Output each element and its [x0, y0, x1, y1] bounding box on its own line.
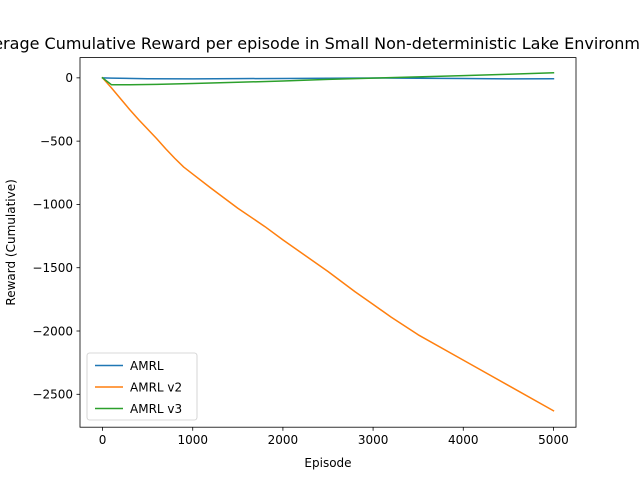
series-line-1	[101, 77, 555, 80]
y-axis-label: Reward (Cumulative)	[4, 179, 18, 305]
x-tick-label: 1000	[177, 433, 208, 447]
y-tick-label: −1000	[32, 198, 73, 212]
x-axis-label: Episode	[304, 456, 351, 470]
x-tick-label: 2000	[268, 433, 299, 447]
y-tick-label: −2500	[32, 388, 73, 402]
series-line-3	[101, 72, 555, 86]
legend-label-1: AMRL	[130, 359, 164, 373]
x-axis: 0 1000 2000 3000 4000 5000	[99, 427, 569, 447]
plot-frame	[79, 57, 577, 428]
x-tick-label: 0	[99, 433, 107, 447]
y-tick-label: −1500	[32, 261, 73, 275]
series-line-2	[101, 76, 555, 412]
series-layer	[101, 72, 555, 412]
x-tick-label: 5000	[538, 433, 569, 447]
legend-box	[86, 352, 198, 421]
legend-label-3: AMRL v3	[130, 402, 182, 416]
y-axis: 0 −500 −1000 −1500 −2000 −2500	[32, 71, 80, 402]
y-tick-label: 0	[65, 71, 73, 85]
legend: AMRL AMRL v2 AMRL v3	[86, 352, 198, 421]
y-tick-label: −500	[40, 134, 73, 148]
x-tick-label: 4000	[448, 433, 479, 447]
chart-title: Average Cumulative Reward per episode in…	[0, 34, 640, 53]
x-tick-label: 3000	[358, 433, 389, 447]
y-tick-label: −2000	[32, 324, 73, 338]
legend-label-2: AMRL v2	[130, 380, 182, 394]
